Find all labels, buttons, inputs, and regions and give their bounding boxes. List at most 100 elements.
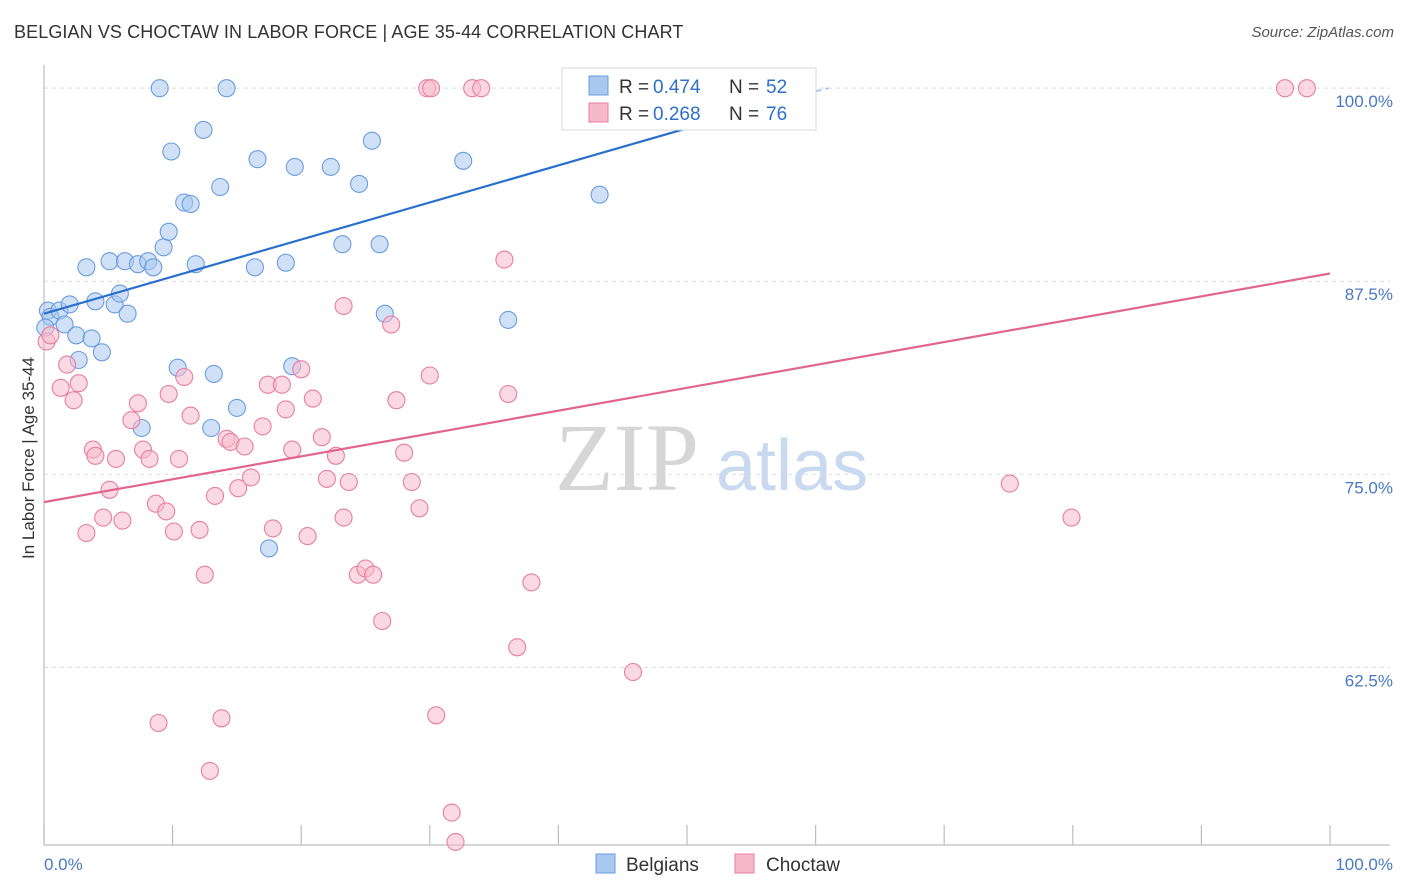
choctaw-point: [77, 523, 96, 543]
legend-n-value-2: 76: [766, 104, 787, 125]
belgians-point: [321, 157, 340, 176]
bottom-legend-belgians: Belgians: [626, 855, 699, 876]
belgians-point: [204, 364, 223, 383]
gridlines: [44, 87, 1390, 668]
choctaw-point: [382, 315, 401, 334]
choctaw-point: [402, 472, 421, 492]
belgians-point: [350, 174, 369, 193]
bottom-legend: Belgians Choctaw: [595, 853, 840, 876]
choctaw-point: [499, 384, 518, 404]
choctaw-point: [472, 79, 491, 98]
choctaw-point: [1275, 79, 1295, 98]
belgians-point: [276, 253, 295, 272]
choctaw-point: [58, 355, 77, 374]
belgians-point: [245, 258, 264, 277]
choctaw-point: [339, 472, 358, 492]
belgians-point: [202, 418, 221, 438]
choctaw-point: [241, 468, 261, 487]
legend-n-label-1: N =: [729, 77, 759, 98]
choctaw-point: [128, 394, 147, 413]
belgians-point: [82, 329, 101, 348]
choctaw-point: [364, 565, 383, 584]
choctaw-point: [181, 406, 200, 425]
choctaw-point: [272, 375, 291, 394]
belgians-point: [259, 539, 279, 558]
y-tick-label: 75.0%: [1345, 478, 1393, 497]
belgians-point: [92, 343, 111, 362]
choctaw-point: [164, 522, 183, 541]
choctaw-point: [334, 296, 353, 316]
belgians-point: [77, 258, 96, 277]
belgians-point: [362, 131, 381, 150]
choctaw-point: [334, 508, 353, 527]
choctaw-point: [303, 389, 322, 408]
choctaw-point: [522, 573, 541, 592]
choctaw-point: [446, 832, 465, 851]
belgians-trend-extension: [815, 87, 829, 93]
legend-swatch-belgians: [588, 75, 609, 96]
choctaw-point: [86, 446, 105, 465]
choctaw-point: [41, 326, 60, 345]
choctaw-point: [623, 662, 643, 682]
choctaw-point: [190, 520, 209, 539]
choctaw-point: [159, 384, 178, 404]
legend-n-value-1: 52: [766, 77, 787, 98]
choctaw-point: [195, 565, 214, 584]
choctaw-point: [420, 366, 439, 385]
chart-source: Source: ZipAtlas.com: [1251, 24, 1394, 41]
y-tick-label: 62.5%: [1345, 671, 1393, 690]
watermark-atlas: atlas: [716, 426, 868, 506]
choctaw-point: [1062, 508, 1081, 527]
y-axis-title: In Labor Force | Age 35-44: [19, 357, 38, 559]
choctaw-point: [149, 713, 168, 733]
bottom-legend-swatch-belgians: [595, 853, 616, 874]
legend-r-label-2: R =: [619, 104, 649, 125]
belgians-point: [454, 151, 473, 170]
belgians-point: [118, 304, 137, 323]
choctaw-point: [122, 411, 141, 430]
belgians-point: [217, 79, 236, 98]
choctaw-point: [508, 638, 527, 657]
choctaw-point: [317, 469, 336, 488]
choctaw-point: [263, 519, 282, 538]
y-tick-label: 87.5%: [1345, 285, 1393, 304]
choctaw-point: [373, 611, 392, 631]
belgians-point: [144, 258, 163, 277]
belgians-point: [162, 142, 181, 161]
choctaw-point: [410, 499, 429, 518]
x-tick-label: 0.0%: [44, 855, 83, 874]
watermark: ZIP atlas: [555, 404, 868, 511]
axes: [43, 65, 1390, 846]
belgians-point: [194, 120, 213, 139]
belgians-points: [36, 79, 729, 558]
choctaw-points: [37, 79, 1316, 851]
chart-title: BELGIAN VS CHOCTAW IN LABOR FORCE | AGE …: [14, 22, 684, 42]
choctaw-point: [276, 400, 295, 419]
choctaw-point: [312, 428, 331, 447]
choctaw-point: [235, 437, 254, 456]
belgians-point: [227, 398, 246, 417]
belgians-point: [154, 238, 173, 257]
choctaw-point: [69, 374, 88, 393]
belgians-point: [499, 310, 518, 329]
belgians-point: [248, 150, 267, 169]
legend-box: R = 0.474 N = 52 R = 0.268 N = 76: [561, 67, 817, 131]
choctaw-point: [175, 367, 194, 387]
choctaw-point: [212, 709, 231, 728]
choctaw-point: [298, 527, 317, 546]
choctaw-point: [292, 360, 311, 379]
choctaw-point: [140, 449, 159, 468]
choctaw-point: [157, 502, 176, 521]
choctaw-point: [283, 440, 302, 459]
choctaw-point: [229, 479, 248, 498]
choctaw-point: [253, 417, 272, 436]
choctaw-point: [106, 449, 126, 468]
belgians-point: [100, 252, 119, 271]
belgians-point: [159, 222, 178, 241]
belgians-point: [590, 185, 609, 204]
choctaw-point: [113, 511, 132, 530]
y-tick-labels: 100.0% 87.5% 75.0% 62.5%: [1335, 92, 1393, 690]
choctaw-point: [495, 250, 514, 269]
y-tick-label: 100.0%: [1335, 92, 1393, 111]
